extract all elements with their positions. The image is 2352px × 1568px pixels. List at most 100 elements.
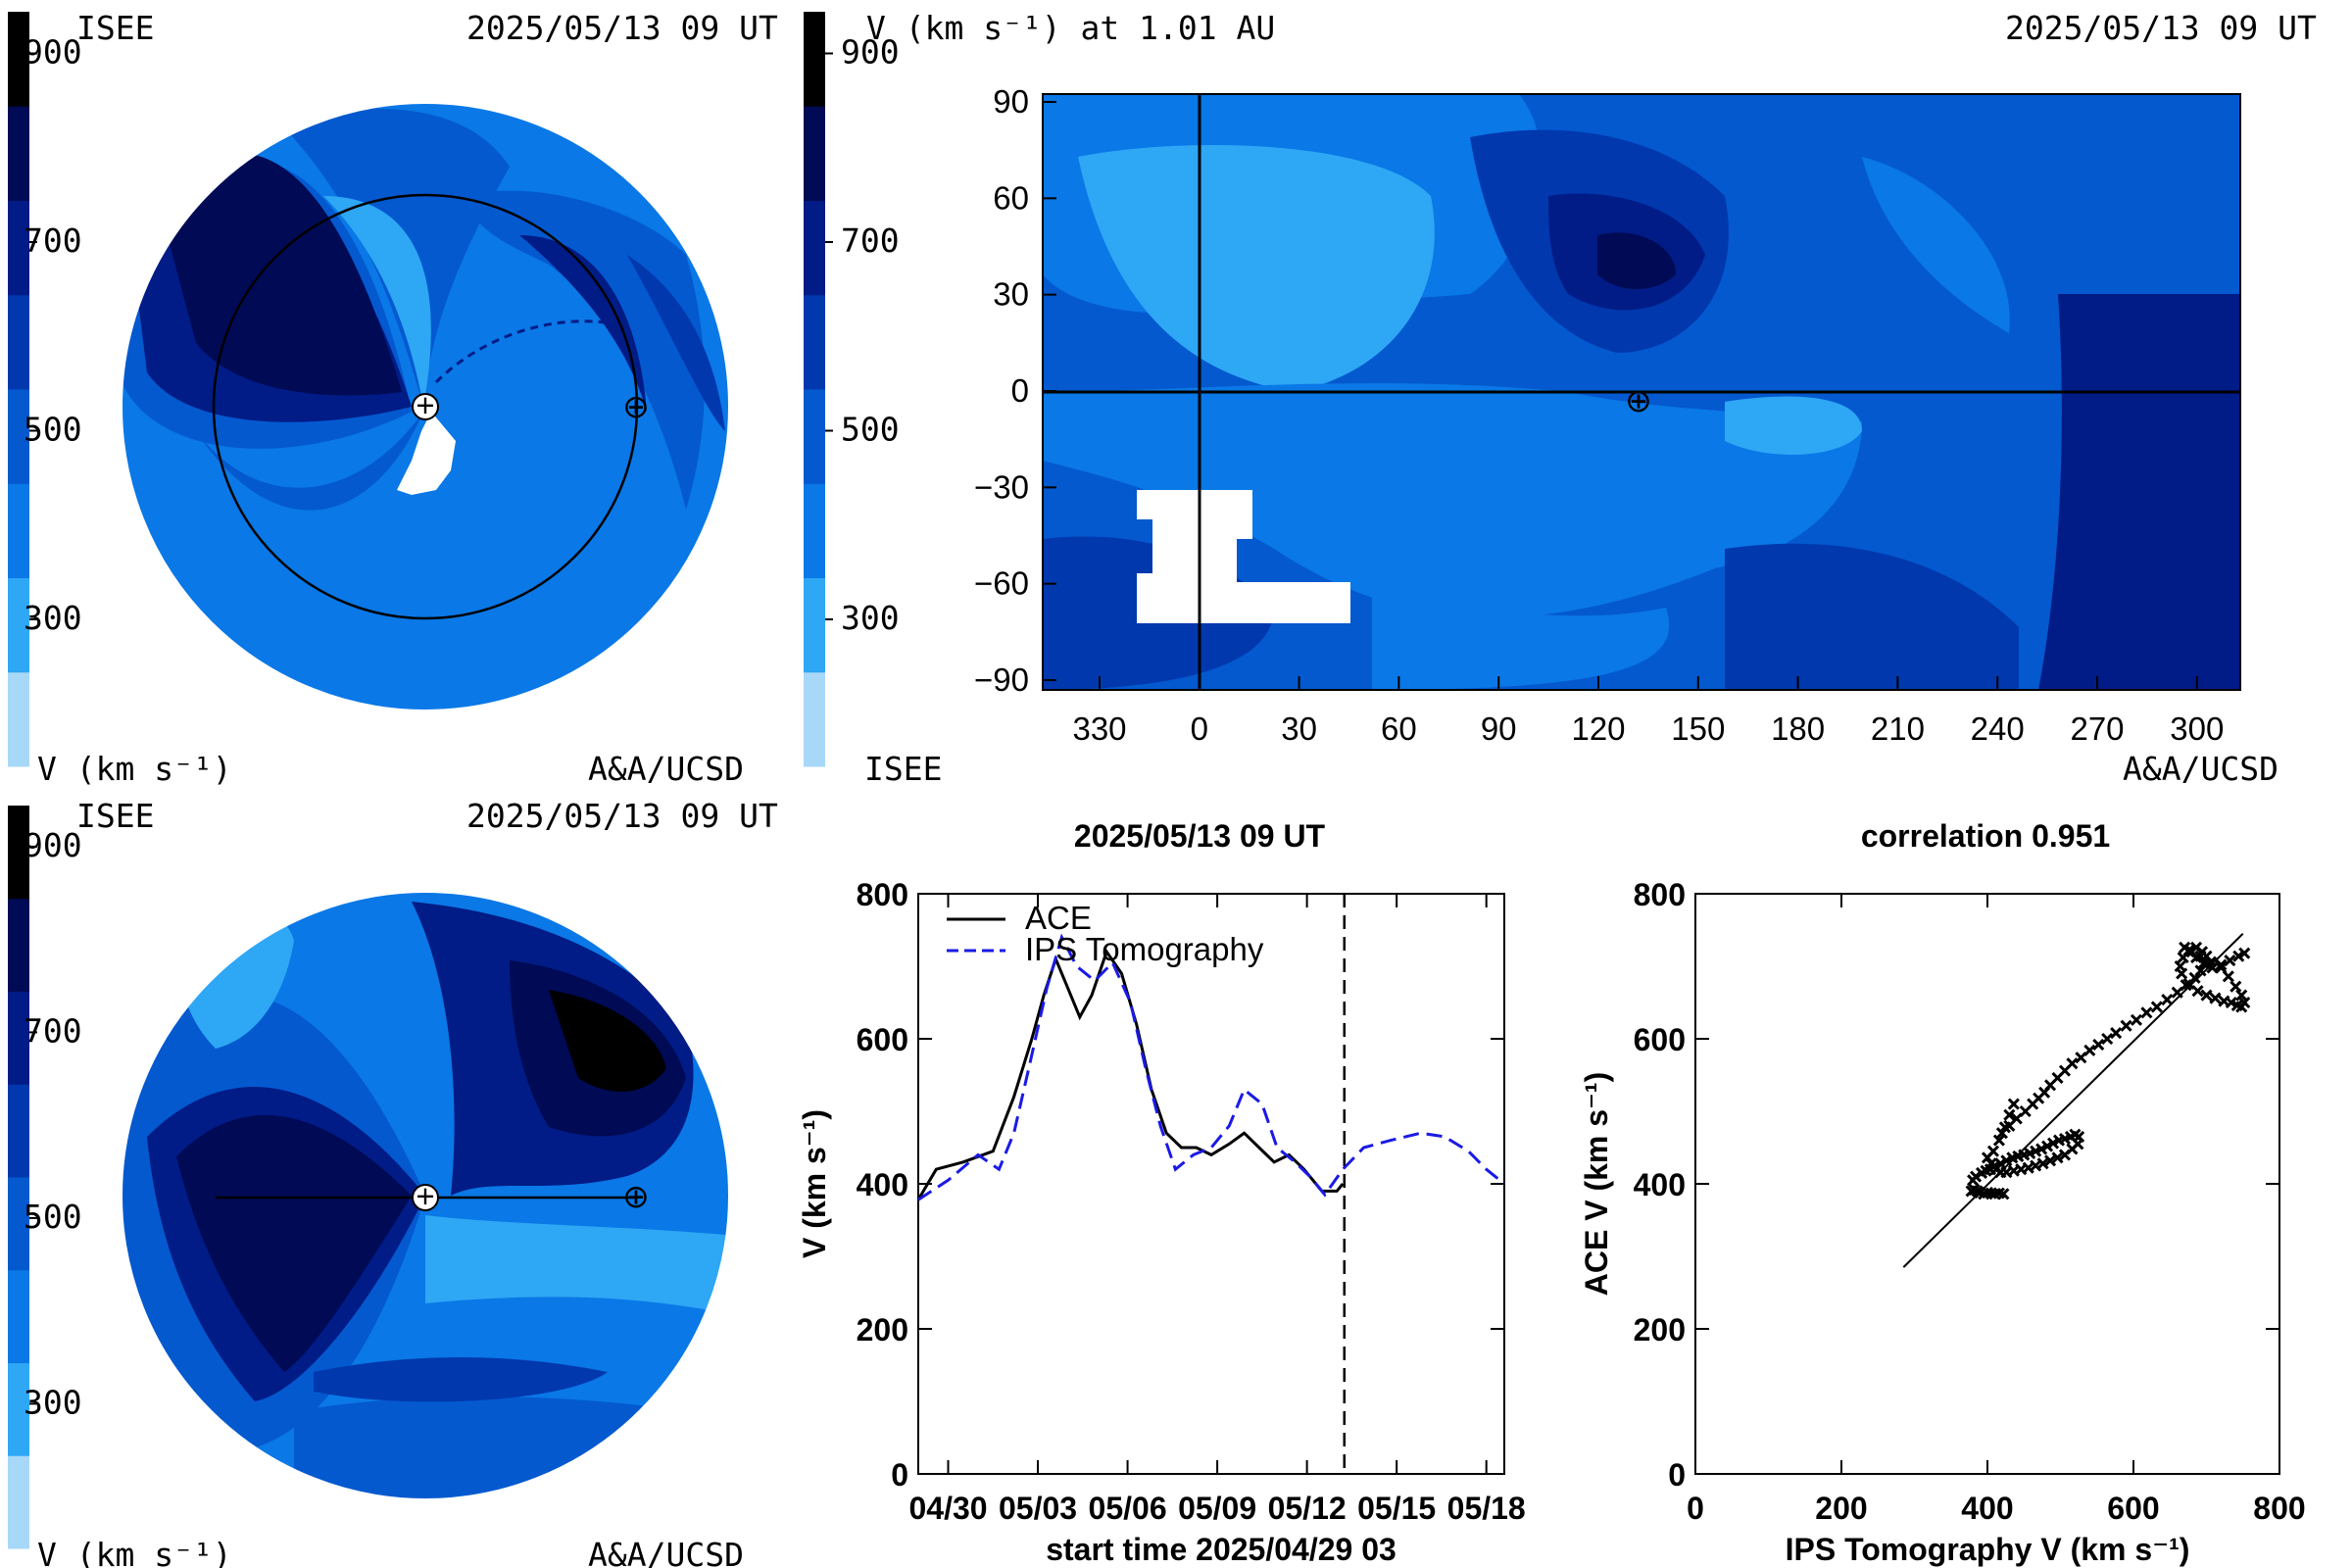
- map-credit: A&A/UCSD: [2123, 750, 2278, 788]
- sc-point: [2041, 1140, 2054, 1152]
- sc-axes: 0 200 400 600 800 0 200 400 600 800: [1634, 877, 2306, 1526]
- colorbar-middle: 900 700 500 300: [804, 12, 900, 767]
- sun-symbol-bottom-left: +: [416, 1178, 434, 1214]
- sc-point: [2224, 955, 2236, 967]
- sc-point: [2120, 1019, 2132, 1032]
- colorbar-bottom-left-tick-label: 500: [24, 1198, 82, 1236]
- ts-plot-frame: [917, 893, 1505, 1475]
- sc-point: [1997, 1188, 2010, 1200]
- sc-y-tick-label: 0: [1668, 1457, 1686, 1493]
- colorbar-bottom-left-band: [8, 1269, 29, 1363]
- sc-x-tick-label: 600: [2107, 1491, 2159, 1526]
- map-y-tick-label: 60: [993, 179, 1029, 216]
- colorbar-bottom-left-band: [8, 1177, 29, 1271]
- colorbar-left-band: [8, 483, 29, 578]
- sc-point: [2238, 947, 2251, 959]
- earth-symbol-top-left: ⊕: [622, 388, 650, 424]
- sc-y-tick-label: 400: [1634, 1167, 1686, 1202]
- sc-point: [2083, 1044, 2096, 1056]
- colorbar-bottom-left-tick-label: 900: [24, 826, 82, 864]
- sc-point: [1992, 1134, 2005, 1147]
- sc-point: [2230, 980, 2242, 993]
- map-y-tick-label: −30: [974, 468, 1029, 505]
- map-x-tick-label: 60: [1381, 710, 1417, 747]
- panel-bottom-left: ISEE 2025/05/13 09 UT + ⊕ V (km s⁻¹) A&A…: [37, 797, 778, 1568]
- colorbar-bottom-left-band: [8, 806, 29, 900]
- ts-ylabel: V (km s⁻¹): [797, 1109, 832, 1258]
- colorbar-middle-tick-label: 700: [841, 221, 900, 260]
- ts-y-tick-label: 400: [857, 1167, 908, 1202]
- polar-boundary-bottom-left: [121, 891, 730, 1500]
- colorbar-left-tick-label: 300: [24, 599, 82, 637]
- sun-marker-top-left: [412, 393, 439, 420]
- ts-x-tick-label: 05/15: [1357, 1491, 1436, 1526]
- sc-point: [2197, 956, 2210, 970]
- colorbar-middle-band: [804, 12, 825, 107]
- colorbar-left-band: [8, 389, 29, 484]
- polar-boundary-top-left: [121, 102, 730, 711]
- panel-tl-time: 2025/05/13 09 UT: [466, 9, 778, 47]
- colorbar-middle-band: [804, 577, 825, 673]
- sc-point: [1984, 1157, 1997, 1170]
- map-y-axis: 90 60 30 0 −30 −60 −90: [974, 83, 1056, 698]
- colorbar-middle-band: [804, 200, 825, 296]
- map-x-tick-label: 210: [1871, 710, 1925, 747]
- sc-point: [2066, 1057, 2079, 1070]
- sc-point: [2232, 950, 2245, 962]
- colorbar-left-band: [8, 106, 29, 201]
- time-series-chart: 2025/05/13 09 UT 0 200 400 600 800 04/30 05/03…: [797, 818, 1526, 1567]
- colorbar-left-tick-label: 700: [24, 221, 82, 260]
- colorbar-left-tick-label: 900: [24, 33, 82, 72]
- map-y-tick-label: 30: [993, 276, 1029, 313]
- ts-x-tick-label: 05/06: [1089, 1491, 1167, 1526]
- colorbar-middle-tick-label: 500: [841, 411, 900, 449]
- colorbar-bottom-left: 900 700 500 300: [8, 806, 82, 1549]
- ts-y-tick-label: 600: [857, 1022, 908, 1057]
- sc-point: [2110, 1027, 2123, 1040]
- panel-tl-unit-label: V (km s⁻¹): [37, 750, 232, 788]
- sc-point: [2044, 1154, 2057, 1167]
- ts-x-tick-label: 05/12: [1268, 1491, 1347, 1526]
- map-x-tick-label: 90: [1481, 710, 1517, 747]
- panel-bl-credit: A&A/UCSD: [588, 1536, 744, 1568]
- ts-axes: 0 200 400 600 800 04/30 05/03 05/06 05/09 05/12 05…: [857, 877, 1526, 1526]
- sun-symbol-top-left: +: [416, 387, 434, 423]
- colorbar-left-band: [8, 577, 29, 673]
- map-source: ISEE: [864, 750, 942, 788]
- colorbar-left-band: [8, 200, 29, 296]
- sc-point: [2235, 989, 2248, 1002]
- sc-point: [2200, 989, 2213, 1002]
- map-y-tick-label: −90: [974, 662, 1029, 698]
- colorbar-left: 900 700 500 300: [8, 12, 82, 767]
- map-y-tick-label: 90: [993, 83, 1029, 120]
- colorbar-bottom-left-band: [8, 1084, 29, 1178]
- sc-point: [2161, 993, 2174, 1006]
- ts-title: 2025/05/13 09 UT: [1074, 818, 1326, 854]
- colorbar-left-tick-label: 500: [24, 411, 82, 449]
- sun-marker-bottom-left: [412, 1184, 439, 1211]
- sc-fit-line: [1902, 932, 2244, 1268]
- colorbar-left-band: [8, 671, 29, 767]
- sc-points: [1965, 941, 2251, 1200]
- sc-y-tick-label: 200: [1634, 1312, 1686, 1348]
- sc-point: [2035, 1143, 2048, 1155]
- sc-point: [2130, 1013, 2143, 1026]
- colorbar-middle-tick-label: 300: [841, 599, 900, 637]
- sc-point: [2092, 1038, 2105, 1051]
- sc-point: [2140, 1006, 2153, 1019]
- sc-point: [2150, 1001, 2163, 1013]
- sc-title: correlation 0.951: [1861, 818, 2110, 854]
- sc-x-tick-label: 200: [1815, 1491, 1867, 1526]
- ts-x-tick-label: 05/03: [999, 1491, 1077, 1526]
- sc-point: [2046, 1137, 2060, 1150]
- sc-point: [2058, 1149, 2072, 1161]
- sc-point: [2194, 964, 2207, 977]
- sc-point: [2003, 1108, 2016, 1121]
- ts-legend-ips-label: IPS Tomography: [1025, 931, 1264, 967]
- ts-legend: ACE IPS Tomography: [947, 900, 1264, 967]
- ts-x-tick-label: 05/09: [1178, 1491, 1256, 1526]
- ts-y-tick-label: 200: [857, 1312, 908, 1348]
- map-x-tick-label: 150: [1671, 710, 1725, 747]
- colorbar-middle-band: [804, 389, 825, 484]
